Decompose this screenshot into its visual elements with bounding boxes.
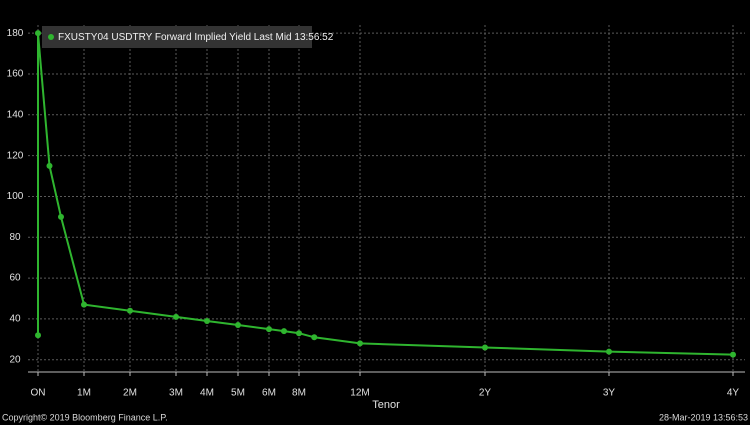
legend-swatch [48,34,54,40]
x-tick-label: 6M [262,388,276,399]
data-point [46,162,53,169]
x-tick-label: 1M [77,388,91,399]
x-tick-label: 3Y [603,388,616,399]
data-point [235,322,241,329]
y-tick-label: 160 [7,69,24,80]
footer-left: Copyright© 2019 Bloomberg Finance L.P. [2,412,168,422]
data-point [311,334,318,341]
data-point [173,313,179,320]
data-point [58,213,64,220]
y-tick-label: 40 [9,314,21,325]
x-tick-label: 4M [200,388,214,399]
legend-box [42,26,312,48]
x-tick-label: 12M [350,388,369,399]
x-tick-label: 2Y [479,388,492,399]
data-point [35,332,41,339]
x-tick-label: 5M [231,388,245,399]
y-tick-label: 180 [7,28,24,39]
data-point [730,351,736,358]
y-tick-label: 20 [9,354,21,365]
x-tick-label: 8M [292,388,306,399]
data-point [81,301,87,308]
footer-right: 28-Mar-2019 13:56:53 [659,412,748,422]
y-tick-label: 60 [9,273,21,284]
data-point [266,326,272,333]
data-point [35,30,41,37]
legend-label: FXUSTY04 USDTRY Forward Implied Yield La… [58,32,334,43]
x-tick-label: 2M [123,388,137,399]
grid [28,25,745,372]
x-tick-label: 3M [169,388,183,399]
data-point [606,348,612,355]
data-point [127,307,133,314]
data-point [482,344,488,351]
x-tick-label: 4Y [727,388,740,399]
x-axis-title: Tenor [372,399,400,411]
y-tick-label: 120 [7,150,24,161]
y-tick-label: 140 [7,109,24,120]
x-tick-label: ON [31,388,46,399]
data-point [204,317,210,324]
data-point [281,328,287,335]
y-tick-label: 100 [7,191,24,202]
data-point [357,340,363,347]
data-point [296,330,302,337]
y-tick-label: 80 [9,232,21,243]
plot [35,30,736,358]
